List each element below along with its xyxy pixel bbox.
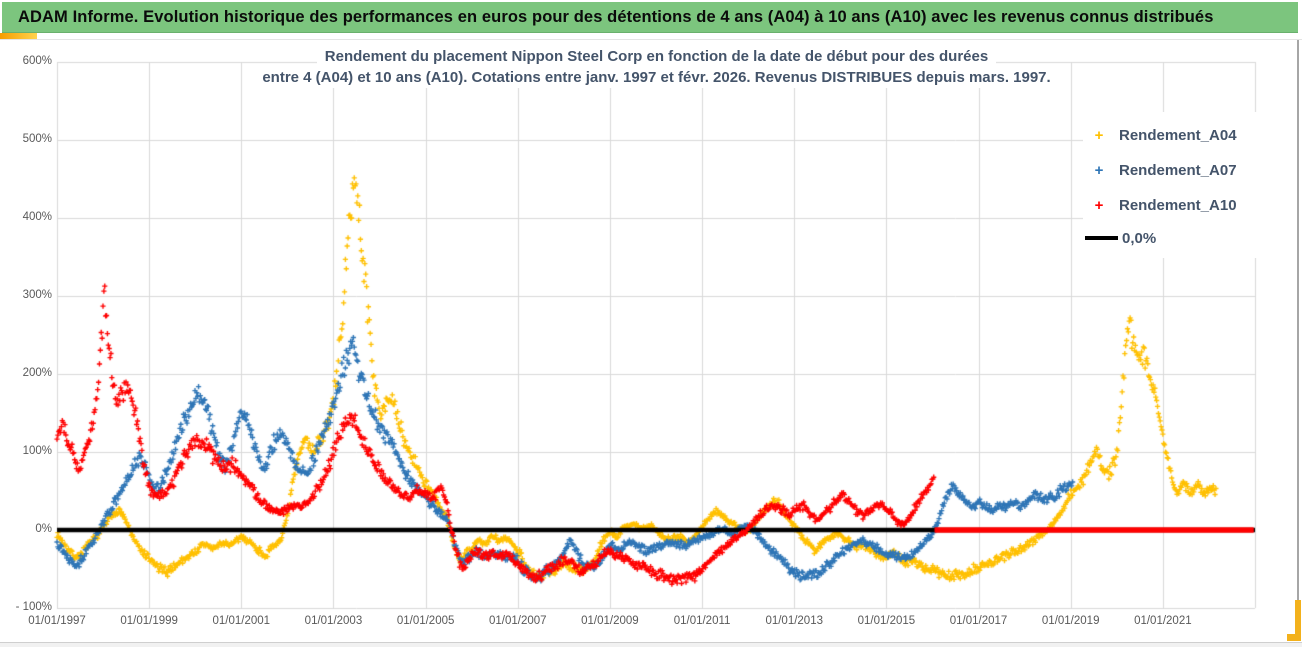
y-axis-tick-label: 0% [35, 523, 52, 535]
legend-label-a07: Rendement_A07 [1119, 162, 1237, 179]
y-axis-tick-label: - 100% [15, 601, 52, 613]
x-axis-tick-label: 01/01/2017 [949, 615, 1008, 627]
y-axis-tick-label: 300% [22, 289, 52, 301]
x-axis-tick-label: 01/01/2005 [396, 615, 455, 627]
x-axis-tick-label: 01/01/2001 [212, 615, 271, 627]
plus-marker-a07-icon: + [1094, 162, 1104, 179]
y-axis-tick-label: 600% [22, 55, 52, 67]
legend-label-a04: Rendement_A04 [1119, 127, 1237, 144]
legend-item-a10: + Rendement_A10 [1083, 188, 1296, 223]
sheet-bottom-strip [0, 642, 1302, 647]
chart-title-line-2: entre 4 (A04) et 10 ans (A10). Cotations… [254, 67, 1059, 88]
sheet-right-border [1297, 40, 1299, 602]
x-axis-tick-label: 01/01/2021 [1134, 615, 1192, 627]
legend-label-zero: 0,0% [1122, 229, 1157, 247]
x-axis-tick-label: 01/01/2009 [581, 615, 639, 627]
chart-title: Rendement du placement Nippon Steel Corp… [57, 46, 1256, 88]
legend-item-zero-line: 0,0% [1083, 223, 1296, 253]
legend-item-a04: + Rendement_A04 [1083, 118, 1296, 153]
x-axis-tick-label: 01/01/1999 [120, 615, 178, 627]
y-axis-tick-label: 500% [22, 133, 52, 145]
plus-marker-a10-icon: + [1094, 197, 1104, 214]
x-axis-tick-label: 01/01/2013 [765, 615, 823, 627]
corner-accent-horizontal [1287, 634, 1301, 641]
y-axis-tick-label: 100% [22, 445, 52, 457]
y-axis-tick-label: 200% [22, 367, 52, 379]
legend-item-a07: + Rendement_A07 [1083, 153, 1296, 188]
x-axis-tick-label: 01/01/2015 [857, 615, 916, 627]
x-axis-tick-label: 01/01/2011 [673, 615, 731, 627]
y-axis-tick-label: 400% [22, 211, 52, 223]
x-axis-tick-label: 01/01/2019 [1041, 615, 1100, 627]
x-axis-tick-label: 01/01/2007 [488, 615, 547, 627]
corner-accent-vertical [1295, 600, 1301, 641]
x-axis-tick-label: 01/01/2003 [304, 615, 363, 627]
legend-label-a10: Rendement_A10 [1119, 197, 1237, 214]
chart-title-line-1: Rendement du placement Nippon Steel Corp… [316, 46, 997, 67]
chart-legend: + Rendement_A04 + Rendement_A07 + Rendem… [1083, 112, 1296, 258]
x-axis-tick-label: 01/01/1997 [28, 615, 86, 627]
zero-line-swatch-icon [1085, 236, 1118, 240]
plus-marker-a04-icon: + [1094, 127, 1104, 144]
